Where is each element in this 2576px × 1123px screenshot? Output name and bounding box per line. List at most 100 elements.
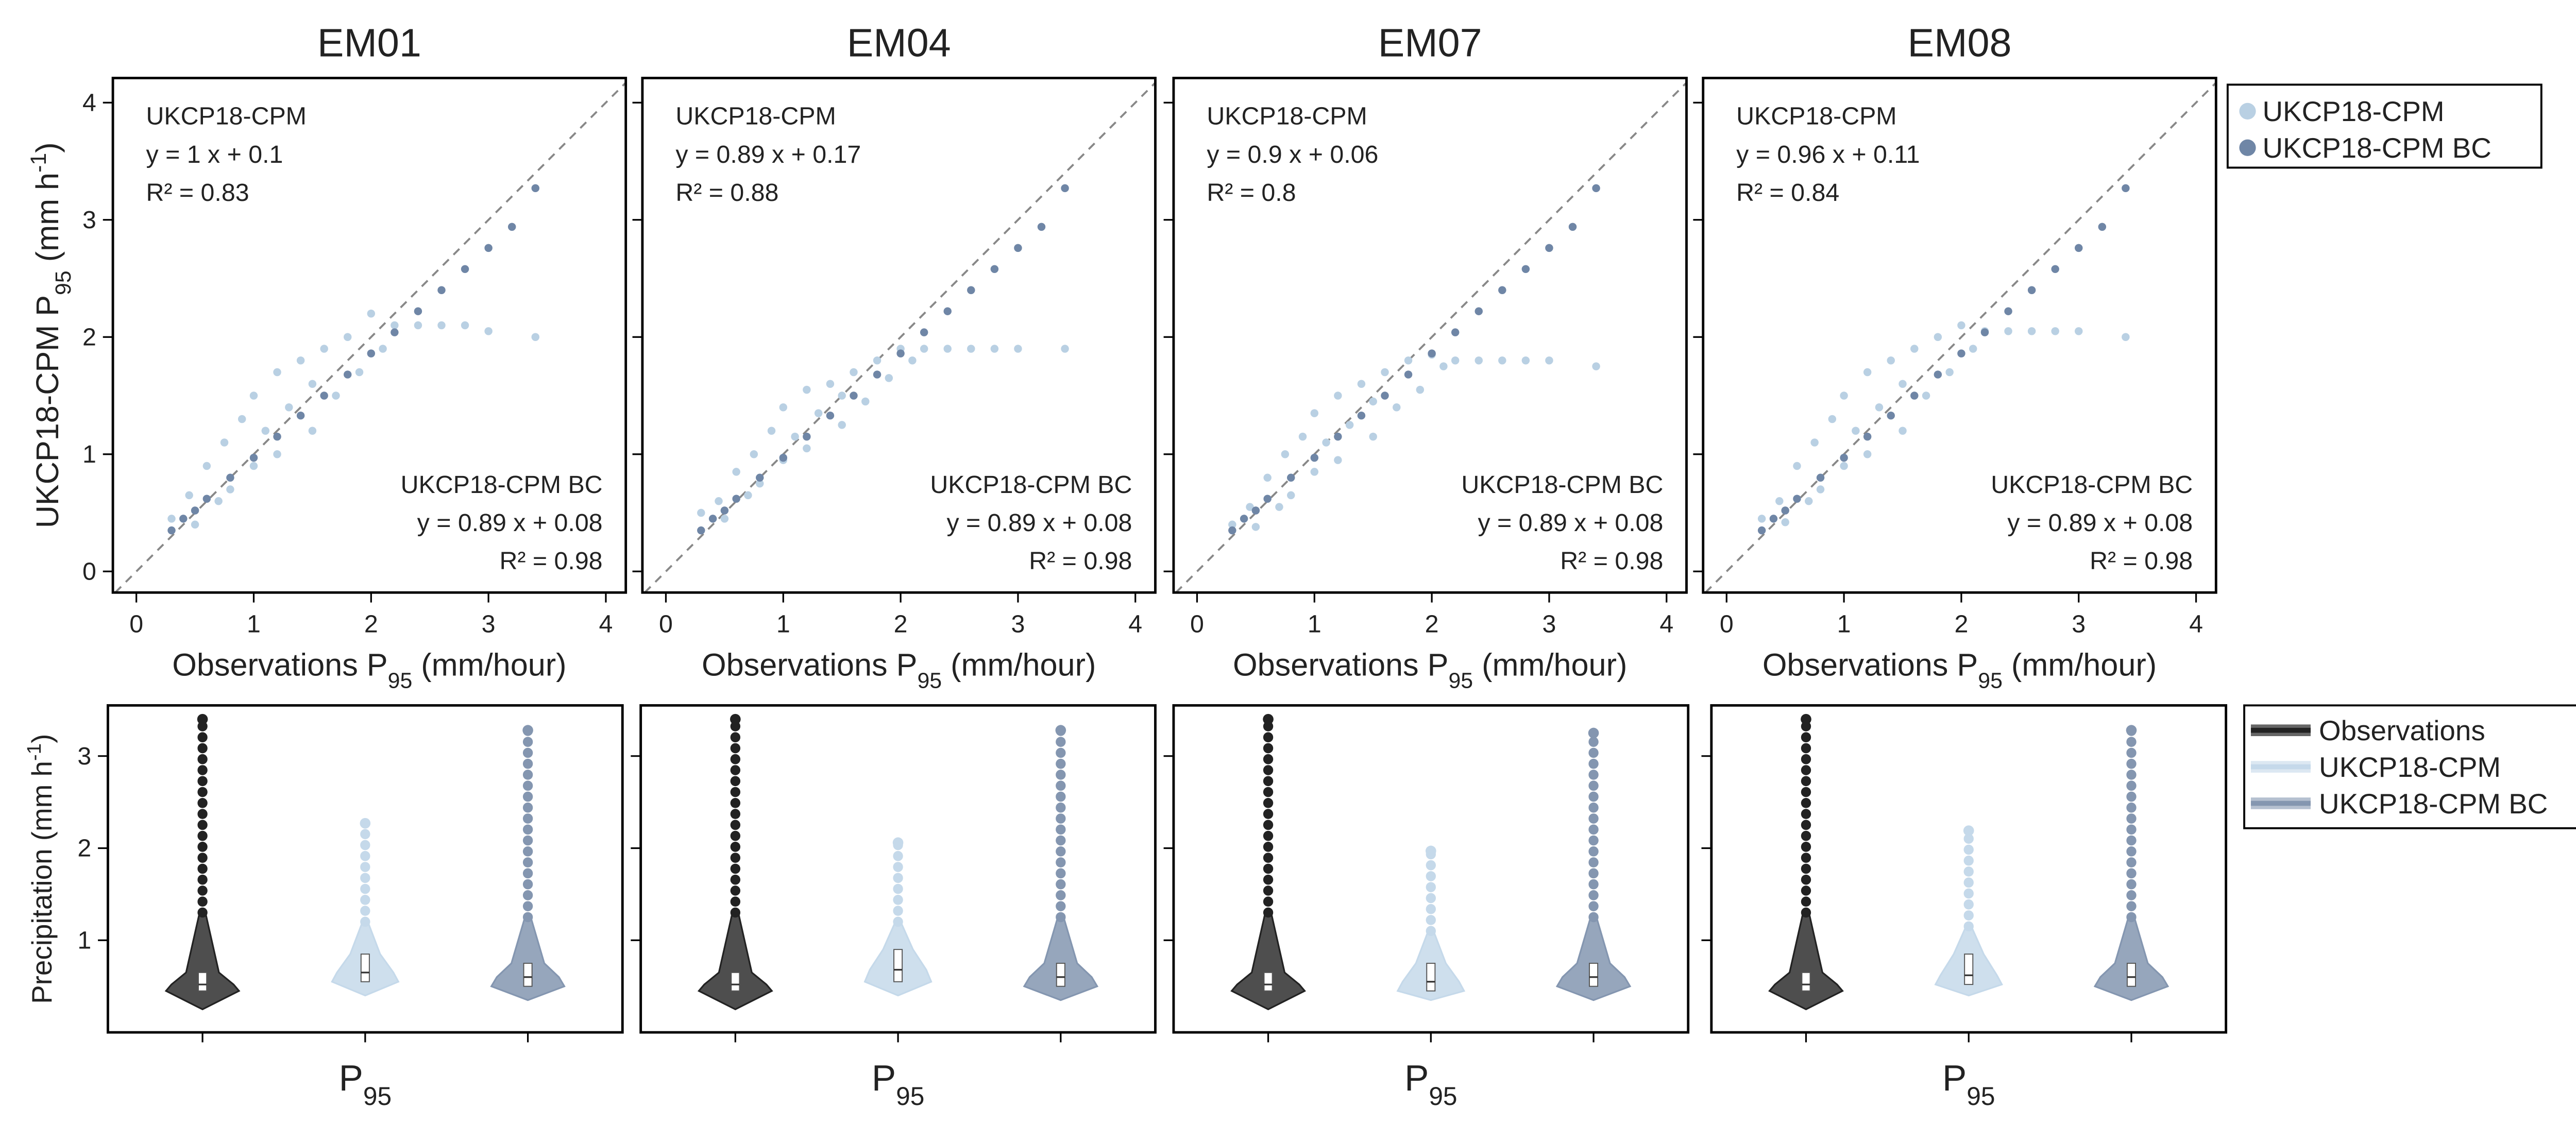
violin-body	[1230, 912, 1306, 1011]
point	[1498, 356, 1506, 365]
point	[755, 479, 764, 488]
point	[179, 515, 188, 523]
x-tick-label: 1	[776, 610, 790, 638]
point	[750, 450, 758, 458]
x-tick-label: 4	[1659, 610, 1673, 638]
point	[990, 265, 999, 274]
violin-body	[697, 912, 773, 1011]
point	[1957, 321, 1965, 330]
point	[1521, 356, 1530, 365]
violin-body	[2093, 916, 2170, 1001]
annotation: y = 0.89 x + 0.08	[946, 509, 1132, 537]
label-part: (mm/hour)	[2003, 647, 2157, 682]
point	[1521, 265, 1530, 274]
point	[943, 307, 952, 315]
point	[296, 356, 305, 365]
point	[732, 468, 740, 476]
point	[2098, 223, 2107, 231]
legend-frame	[2226, 83, 2543, 169]
point	[861, 397, 870, 406]
label-part: P	[339, 1058, 363, 1099]
y-tick-label: 3	[77, 742, 91, 770]
point	[2075, 327, 2083, 335]
x-tick-label: 3	[1011, 610, 1025, 638]
iqr-box	[1056, 963, 1065, 987]
point	[273, 450, 281, 458]
point	[1922, 392, 1930, 400]
point	[1286, 491, 1295, 500]
point	[1781, 518, 1789, 526]
point	[1840, 462, 1848, 470]
panel-title: EM07	[1378, 21, 1482, 65]
point	[755, 473, 764, 482]
violin-body	[164, 912, 241, 1011]
point	[885, 374, 893, 382]
identity-line	[1704, 82, 2217, 593]
x-tick-label: 0	[659, 610, 673, 638]
point	[1439, 362, 1448, 370]
point	[531, 184, 539, 193]
x-tick-label: 0	[1720, 610, 1734, 638]
annotation: y = 0.89 x + 0.17	[675, 141, 861, 168]
point	[1805, 497, 1813, 505]
point	[238, 415, 246, 423]
label-part: P	[1942, 1058, 1967, 1099]
x-tick-label: 2	[894, 610, 908, 638]
point	[1037, 223, 1046, 231]
x-axis-label: Observations P95 (mm/hour)	[172, 647, 566, 693]
point	[320, 345, 328, 353]
label-part: Observations P	[702, 647, 917, 682]
point	[2027, 327, 2036, 335]
point	[285, 403, 293, 412]
point	[461, 321, 469, 330]
point	[2027, 286, 2036, 294]
annotation: UKCP18-CPM	[1736, 103, 1896, 130]
point	[908, 356, 917, 365]
point	[391, 328, 399, 336]
point	[1310, 468, 1319, 476]
point	[826, 380, 835, 388]
point	[1381, 392, 1389, 400]
point	[1061, 184, 1069, 193]
y-axis-label: UKCP18-CPM P95 (mm h-1)	[26, 142, 76, 528]
point	[744, 491, 752, 500]
point	[1793, 462, 1801, 470]
point	[1957, 349, 1965, 358]
point	[1228, 526, 1236, 535]
point	[920, 345, 928, 353]
point	[1240, 515, 1248, 523]
x-axis-label: P95	[1404, 1058, 1457, 1111]
point	[1393, 403, 1401, 412]
annotation: UKCP18-CPM BC	[1461, 471, 1663, 499]
violin-body	[1023, 916, 1099, 1001]
annotation: R² = 0.84	[1736, 179, 1839, 207]
point	[1404, 356, 1413, 365]
annotation: y = 0.89 x + 0.08	[1478, 509, 1663, 537]
point	[1275, 503, 1283, 511]
plot-frame	[641, 77, 1157, 594]
point	[1775, 497, 1784, 505]
iqr-box	[523, 963, 533, 987]
max-point	[1426, 845, 1436, 857]
point	[767, 427, 776, 435]
point	[226, 473, 234, 482]
label-part: 95	[896, 1082, 924, 1111]
point	[1357, 411, 1366, 420]
annotation: y = 0.96 x + 0.11	[1736, 141, 1920, 168]
point	[779, 453, 788, 462]
point	[1757, 515, 1766, 523]
point	[1592, 362, 1600, 370]
annotation: y = 1 x + 0.1	[146, 141, 283, 168]
max-point	[1588, 727, 1599, 739]
max-point	[197, 713, 208, 725]
label-part: Observations P	[172, 647, 387, 682]
point	[1545, 244, 1553, 252]
point	[1061, 345, 1069, 353]
point	[344, 333, 352, 341]
y-axis-label: Precipitation (mm h-1)	[23, 734, 57, 1004]
label-part: )	[26, 734, 58, 743]
x-tick-label: 2	[364, 610, 378, 638]
iqr-box	[1801, 972, 1811, 992]
point	[355, 368, 364, 377]
annotation: R² = 0.83	[146, 179, 249, 207]
